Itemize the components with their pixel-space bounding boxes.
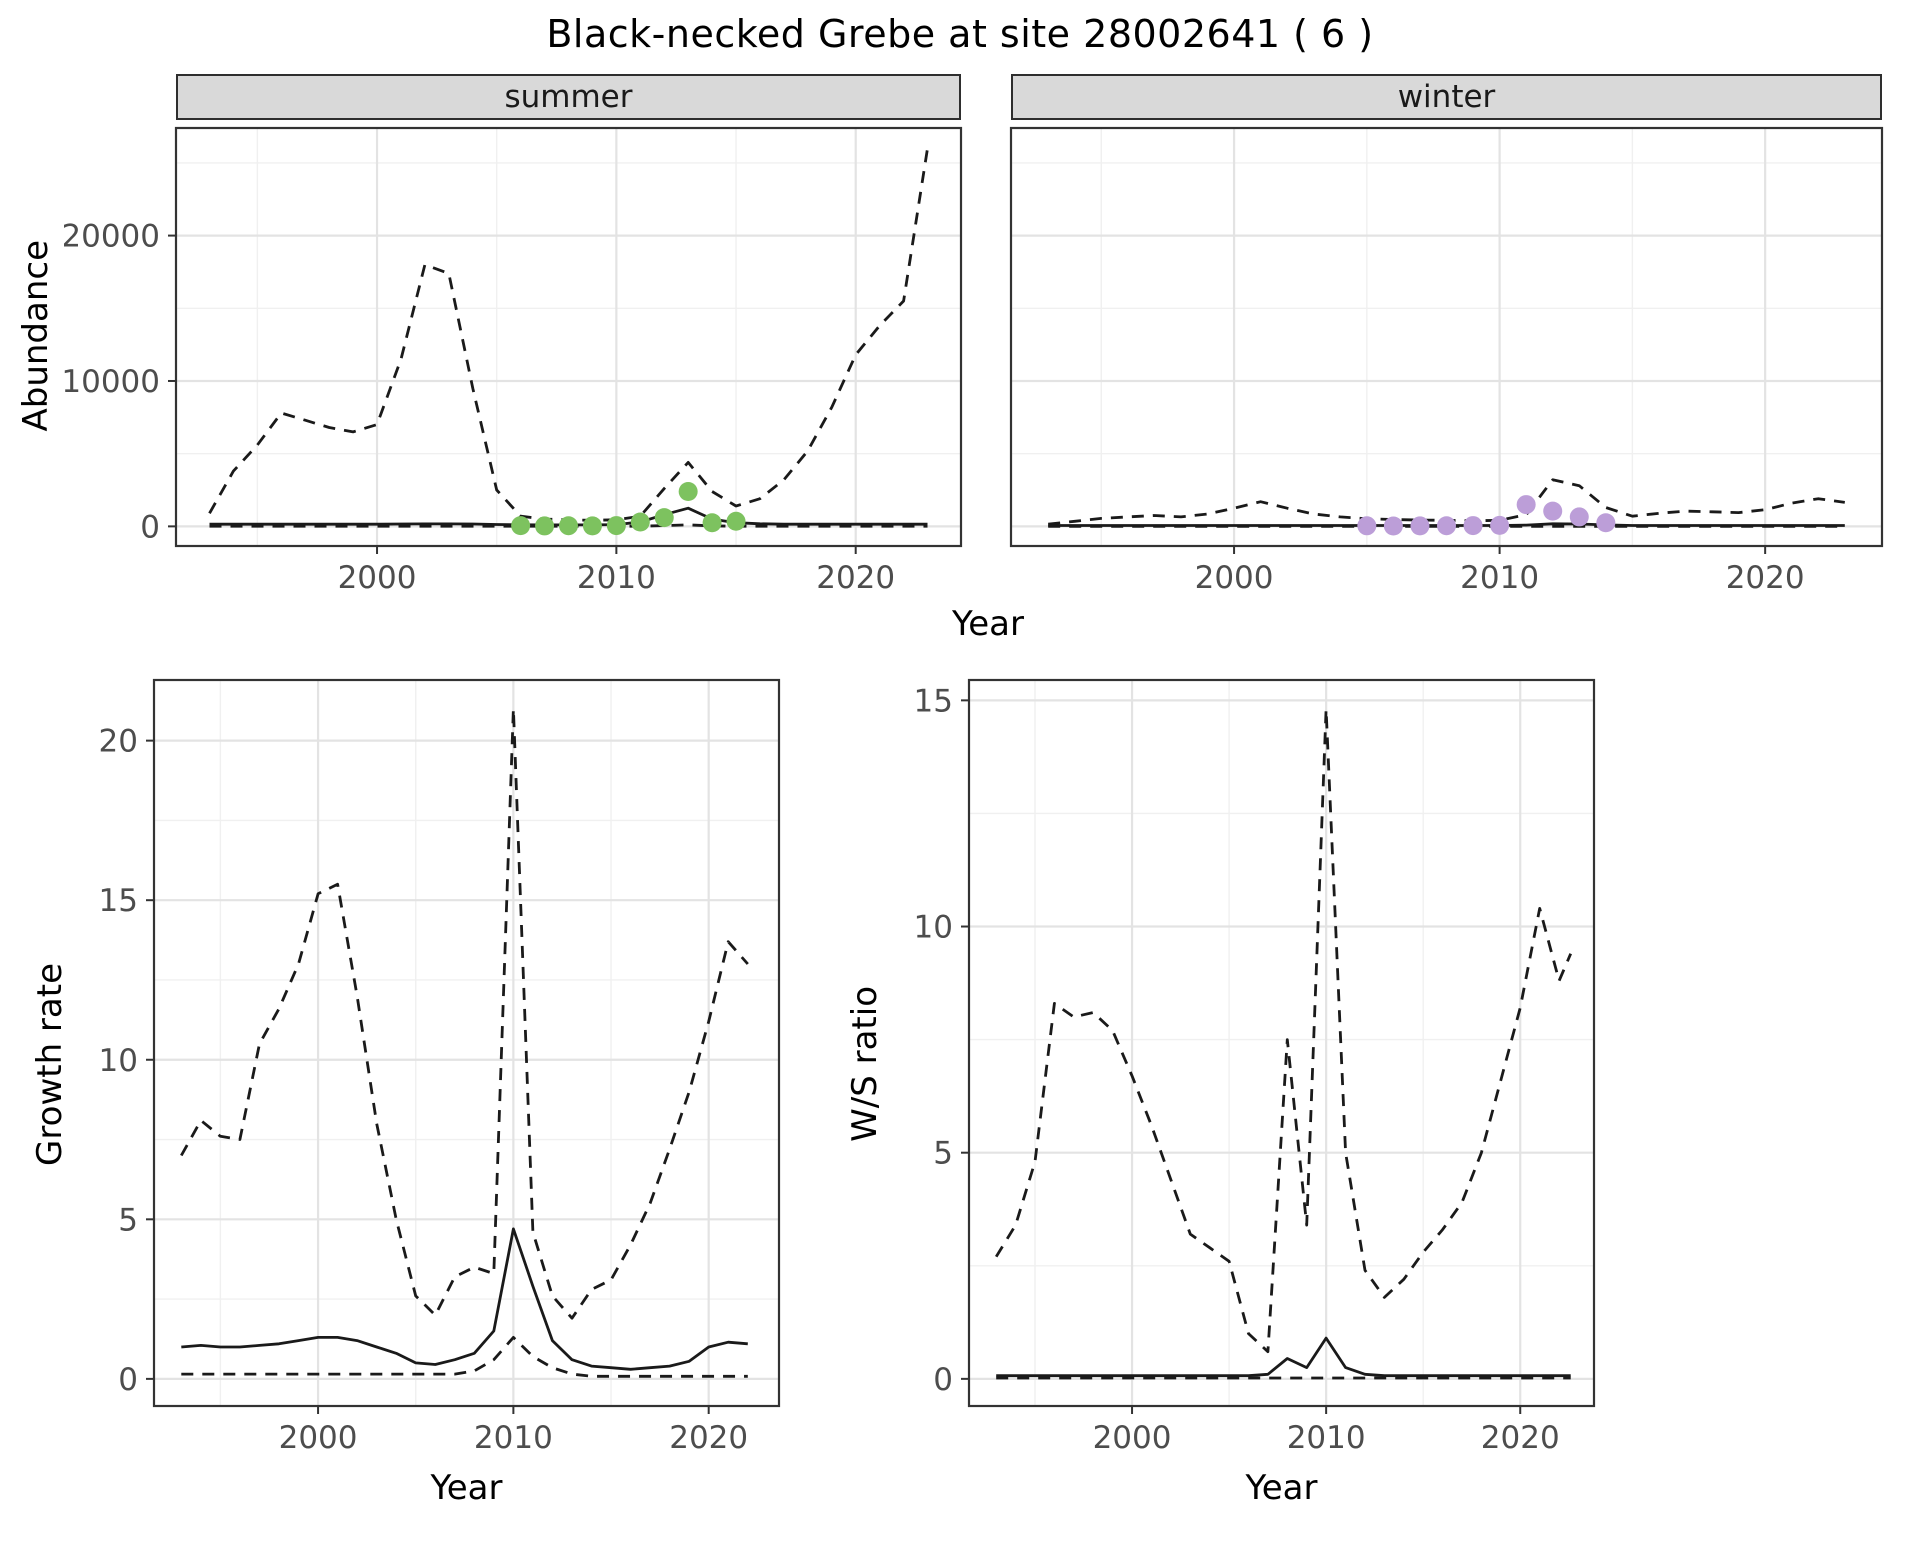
- facet-strip-winter: winter: [1011, 74, 1882, 120]
- svg-text:2000: 2000: [1195, 560, 1274, 596]
- winter-abundance-chart: 2000 2010 2020: [1009, 126, 1884, 596]
- svg-text:2010: 2010: [474, 1420, 553, 1456]
- svg-text:2010: 2010: [577, 560, 656, 596]
- svg-text:2020: 2020: [816, 560, 895, 596]
- growth-rate-block: Growth rate 2000 2010 2020 0 5 10 15 20 Year: [22, 664, 793, 1508]
- growth-rate-chart: 2000 2010 2020 0 5 10 15 20: [99, 678, 781, 1456]
- svg-text:5: 5: [933, 1136, 953, 1172]
- svg-text:2000: 2000: [1093, 1420, 1172, 1456]
- year-axis-title-growth: Year: [430, 1468, 503, 1508]
- svg-text:0: 0: [933, 1362, 953, 1398]
- abundance-axis-title-text: Abundance: [16, 240, 56, 432]
- svg-text:2010: 2010: [1287, 1420, 1366, 1456]
- svg-text:20: 20: [99, 724, 138, 760]
- svg-text:2000: 2000: [338, 560, 417, 596]
- ws-ratio-block: W/S ratio 2000 2010 2020 0 5 10 15 Year: [837, 664, 1608, 1508]
- svg-text:0: 0: [140, 509, 160, 545]
- svg-text:20000: 20000: [64, 219, 160, 255]
- growth-rate-axis-title: Growth rate: [22, 664, 78, 1464]
- svg-text:5: 5: [118, 1202, 138, 1238]
- svg-text:2010: 2010: [1460, 560, 1539, 596]
- summer-facet: summer 2000 2010 2020 0 10000 20000: [64, 74, 969, 598]
- year-axis-title-ws: Year: [1245, 1468, 1318, 1508]
- facet-strip-summer: summer: [176, 74, 961, 120]
- ws-ratio-axis-title-text: W/S ratio: [845, 986, 885, 1142]
- svg-text:10000: 10000: [64, 364, 160, 400]
- growth-rate-chart-area: 2000 2010 2020 0 5 10 15 20 Year: [78, 664, 793, 1508]
- svg-text:15: 15: [99, 883, 138, 919]
- growth-rate-axis-title-text: Growth rate: [30, 962, 70, 1166]
- ws-ratio-chart-area: 2000 2010 2020 0 5 10 15 Year: [893, 664, 1608, 1508]
- svg-text:2020: 2020: [1481, 1420, 1560, 1456]
- svg-text:2020: 2020: [669, 1420, 748, 1456]
- abundance-row: Abundance summer 2000 2010 2020 0 10000 20000…: [0, 74, 1920, 598]
- svg-text:2000: 2000: [279, 1420, 358, 1456]
- ws-ratio-chart: 2000 2010 2020 0 5 10 15: [914, 678, 1596, 1456]
- winter-facet: winter 2000 2010 2020: [995, 74, 1900, 598]
- ws-ratio-axis-title: W/S ratio: [837, 664, 893, 1464]
- svg-text:2020: 2020: [1726, 560, 1805, 596]
- bottom-row: Growth rate 2000 2010 2020 0 5 10 15 20 Year W/…: [0, 664, 1920, 1508]
- svg-text:0: 0: [118, 1362, 138, 1398]
- figure-title: Black-necked Grebe at site 28002641 ( 6 …: [546, 12, 1374, 56]
- svg-text:10: 10: [914, 910, 953, 946]
- year-axis-title-top: Year: [952, 604, 1024, 644]
- summer-abundance-chart: 2000 2010 2020 0 10000 20000: [64, 126, 963, 596]
- svg-text:15: 15: [914, 683, 953, 719]
- abundance-axis-title: Abundance: [8, 74, 64, 598]
- svg-text:10: 10: [99, 1043, 138, 1079]
- facet-panels: summer 2000 2010 2020 0 10000 20000 winter 20…: [64, 74, 1900, 598]
